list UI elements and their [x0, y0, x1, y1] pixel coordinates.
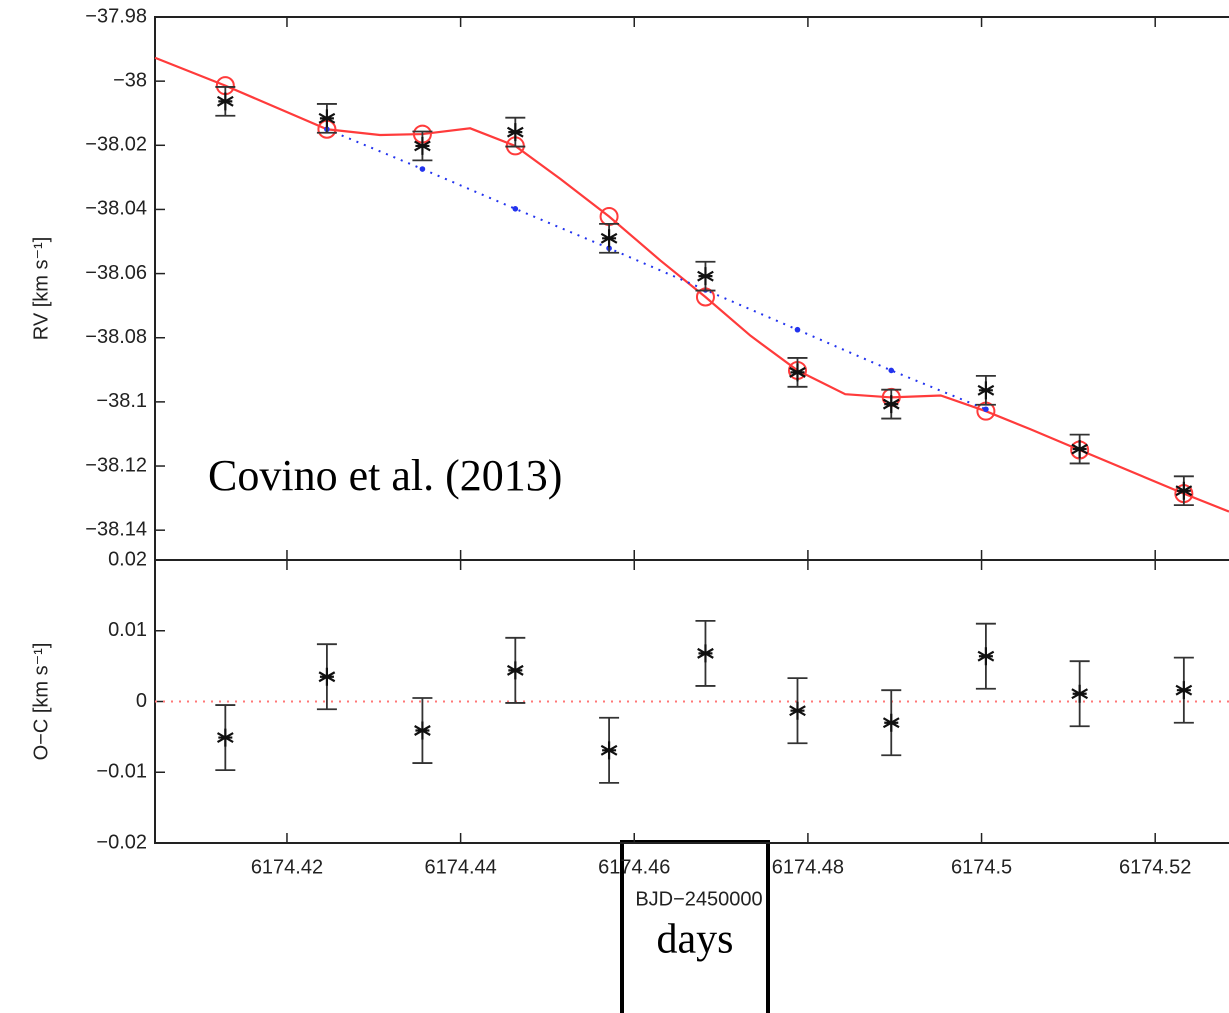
observed-point — [318, 667, 336, 686]
y-tick-label: 0 — [136, 690, 147, 712]
observed-point — [789, 701, 806, 720]
observed-point — [1175, 481, 1193, 500]
trend-point — [888, 367, 895, 374]
trend-point — [983, 406, 989, 413]
x-axis-label: BJD−2450000 — [635, 888, 762, 910]
x-tick-label: 6174.48 — [772, 856, 844, 878]
observed-point — [697, 267, 714, 286]
y-tick-label: 0.02 — [108, 548, 147, 570]
y-tick-label: −38 — [113, 69, 147, 91]
observed-point — [318, 109, 336, 128]
y-axis-label: RV [km s⁻¹] — [30, 237, 52, 341]
x-tick-label: 6174.5 — [951, 856, 1012, 878]
y-tick-label: −37.98 — [85, 5, 147, 27]
observed-point — [882, 395, 900, 414]
observed-point — [506, 661, 524, 680]
observed-point — [414, 136, 431, 155]
observed-point — [977, 647, 995, 666]
observed-point — [1175, 681, 1193, 700]
x-tick-label: 6174.52 — [1119, 856, 1191, 878]
y-tick-label: −38.06 — [85, 262, 147, 284]
y-axis-label: O−C [km s⁻¹] — [30, 643, 52, 761]
x-tick-label: 6174.44 — [424, 856, 496, 878]
x-tick-label: 6174.42 — [251, 856, 323, 878]
trend-point — [419, 166, 426, 172]
observed-point — [414, 721, 431, 740]
y-tick-label: −0.02 — [96, 831, 147, 853]
observed-point — [977, 381, 995, 400]
observed-point — [600, 229, 618, 248]
observed-point — [216, 728, 234, 747]
annotation: Covino et al. (2013) — [208, 451, 562, 500]
model-curve — [154, 56, 1229, 513]
observed-point — [506, 123, 524, 142]
y-tick-label: −38.08 — [85, 326, 147, 348]
trend-point — [794, 326, 801, 333]
observed-point — [216, 92, 234, 111]
y-tick-label: −0.01 — [96, 761, 147, 783]
observed-point — [1071, 684, 1089, 703]
observed-point — [789, 363, 806, 382]
observed-point — [1071, 440, 1089, 459]
boxed-label: days — [657, 917, 734, 963]
y-tick-label: −38.12 — [85, 454, 147, 476]
y-tick-label: 0.01 — [108, 619, 147, 641]
y-tick-label: −38.14 — [85, 518, 147, 540]
y-tick-label: −38.1 — [96, 390, 147, 412]
trend-line — [326, 128, 987, 411]
x-tick-label: 6174.46 — [598, 856, 670, 878]
y-tick-label: −38.04 — [85, 198, 147, 220]
observed-point — [600, 741, 618, 760]
observed-point — [697, 644, 714, 663]
y-tick-label: −38.02 — [85, 134, 147, 156]
observed-point — [882, 713, 900, 732]
trend-point — [512, 205, 519, 212]
